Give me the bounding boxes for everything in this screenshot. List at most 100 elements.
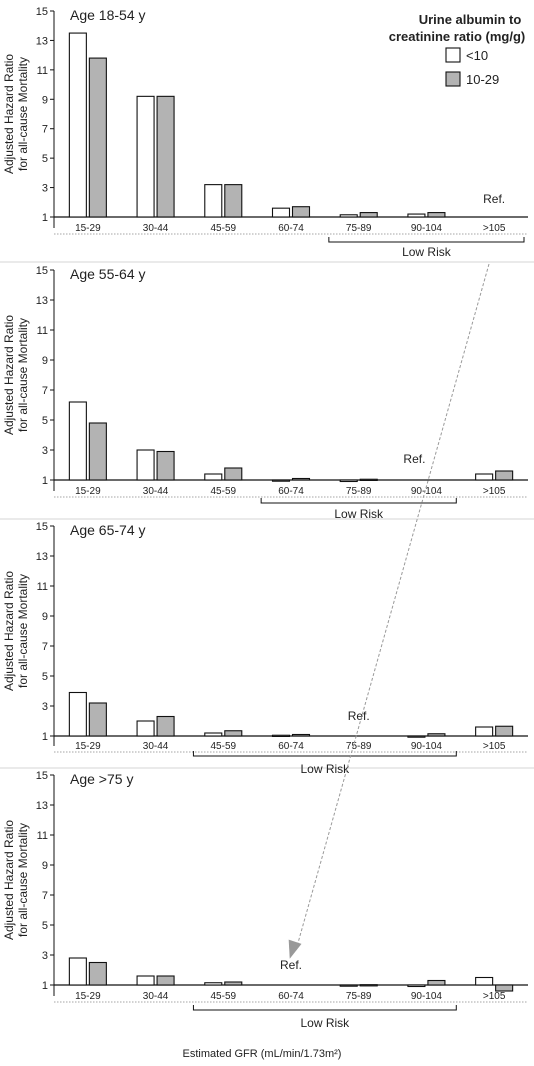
x-tick-label: 15-29 xyxy=(75,223,101,234)
bar xyxy=(156,975,175,986)
bar xyxy=(68,401,87,481)
bar xyxy=(339,479,358,483)
x-tick-label: >105 xyxy=(483,741,506,752)
y-tick-label: 7 xyxy=(42,385,48,397)
bar xyxy=(359,478,378,482)
y-tick-label: 13 xyxy=(36,551,48,563)
legend-entry-label: <10 xyxy=(466,48,488,63)
x-tick-label: 60-74 xyxy=(278,991,304,1002)
low-risk-bracket xyxy=(192,1005,457,1011)
bar xyxy=(224,730,243,737)
bar xyxy=(475,976,494,986)
ref-label: Ref. xyxy=(483,192,505,206)
bar xyxy=(88,702,107,737)
low-risk-label: Low Risk xyxy=(402,245,452,259)
bar xyxy=(271,479,291,482)
bar xyxy=(88,961,107,986)
bar xyxy=(204,982,223,986)
low-risk-label: Low Risk xyxy=(301,1016,351,1030)
bar xyxy=(271,734,291,738)
legend-swatch xyxy=(445,47,461,63)
bar xyxy=(224,981,243,986)
y-tick-label: 5 xyxy=(42,153,48,165)
y-tick-label: 7 xyxy=(42,641,48,653)
bar xyxy=(68,691,87,737)
x-axis-title: Estimated GFR (mL/min/1.73m²) xyxy=(183,1048,342,1060)
y-tick-label: 13 xyxy=(36,800,48,812)
ref-label: Ref. xyxy=(403,452,425,466)
bar xyxy=(156,450,175,481)
x-tick-label: 75-89 xyxy=(346,223,372,234)
bar xyxy=(291,477,311,481)
y-tick-label: 11 xyxy=(37,65,48,77)
bar xyxy=(359,212,378,218)
y-axis-label: for all-cause Mortality xyxy=(16,823,30,937)
y-tick-label: 5 xyxy=(42,920,48,932)
x-tick-label: 45-59 xyxy=(210,223,236,234)
x-tick-label: 15-29 xyxy=(75,741,101,752)
y-tick-label: 13 xyxy=(36,295,48,307)
y-tick-label: 3 xyxy=(42,701,48,713)
y-tick-label: 1 xyxy=(42,212,48,224)
bar xyxy=(427,212,446,218)
y-axis-label: Adjusted Hazard Ratio xyxy=(2,571,16,691)
low-risk-bracket xyxy=(192,751,457,757)
x-tick-label: 90-104 xyxy=(411,741,443,752)
bar xyxy=(407,735,426,738)
bar xyxy=(136,95,155,218)
bar xyxy=(407,213,426,218)
bar xyxy=(339,984,358,987)
y-tick-label: 9 xyxy=(42,94,48,106)
y-axis-label: Adjusted Hazard Ratio xyxy=(2,54,16,174)
y-tick-label: 9 xyxy=(42,355,48,367)
y-tick-label: 11 xyxy=(37,581,48,593)
legend-swatch xyxy=(445,71,461,87)
x-tick-label: 75-89 xyxy=(346,741,372,752)
x-tick-label: 75-89 xyxy=(346,486,372,497)
panel-title: Age 65-74 y xyxy=(70,522,146,538)
bar xyxy=(88,422,107,481)
bar xyxy=(475,473,494,481)
bar xyxy=(136,720,155,737)
y-tick-label: 11 xyxy=(37,830,48,842)
bar xyxy=(407,984,426,988)
ref-label: Ref. xyxy=(348,709,370,723)
bar xyxy=(495,725,514,737)
y-tick-label: 7 xyxy=(42,124,48,136)
low-risk-bracket xyxy=(328,237,525,243)
y-tick-label: 13 xyxy=(36,35,48,47)
x-tick-label: >105 xyxy=(483,991,506,1002)
y-tick-label: 3 xyxy=(42,183,48,195)
x-tick-label: 45-59 xyxy=(210,741,236,752)
y-tick-label: 15 xyxy=(36,521,48,533)
bar xyxy=(475,726,494,737)
y-axis-label: Adjusted Hazard Ratio xyxy=(2,820,16,940)
y-tick-label: 3 xyxy=(42,950,48,962)
x-tick-label: 90-104 xyxy=(411,486,443,497)
y-tick-label: 15 xyxy=(36,770,48,782)
x-tick-label: 60-74 xyxy=(278,486,304,497)
y-axis-label: for all-cause Mortality xyxy=(16,318,30,432)
y-tick-label: 11 xyxy=(37,325,48,337)
y-tick-label: 5 xyxy=(42,415,48,427)
ref-shift-arrow xyxy=(295,263,490,951)
bar xyxy=(204,732,223,737)
y-tick-label: 1 xyxy=(42,475,48,487)
x-tick-label: 60-74 xyxy=(278,223,304,234)
y-axis-label: Adjusted Hazard Ratio xyxy=(2,315,16,435)
panel-title: Age 55-64 y xyxy=(70,266,146,282)
ref-label: Ref. xyxy=(280,958,302,972)
bar xyxy=(68,32,87,218)
bar xyxy=(204,473,223,481)
x-tick-label: 15-29 xyxy=(75,991,101,1002)
panel-title: Age >75 y xyxy=(70,771,133,787)
x-tick-label: 45-59 xyxy=(210,486,236,497)
y-tick-label: 9 xyxy=(42,611,48,623)
bar xyxy=(224,184,243,218)
arrow-head-icon xyxy=(288,939,302,959)
bar xyxy=(271,207,291,218)
x-tick-label: >105 xyxy=(483,486,506,497)
y-tick-label: 3 xyxy=(42,445,48,457)
low-risk-bracket xyxy=(260,498,457,504)
